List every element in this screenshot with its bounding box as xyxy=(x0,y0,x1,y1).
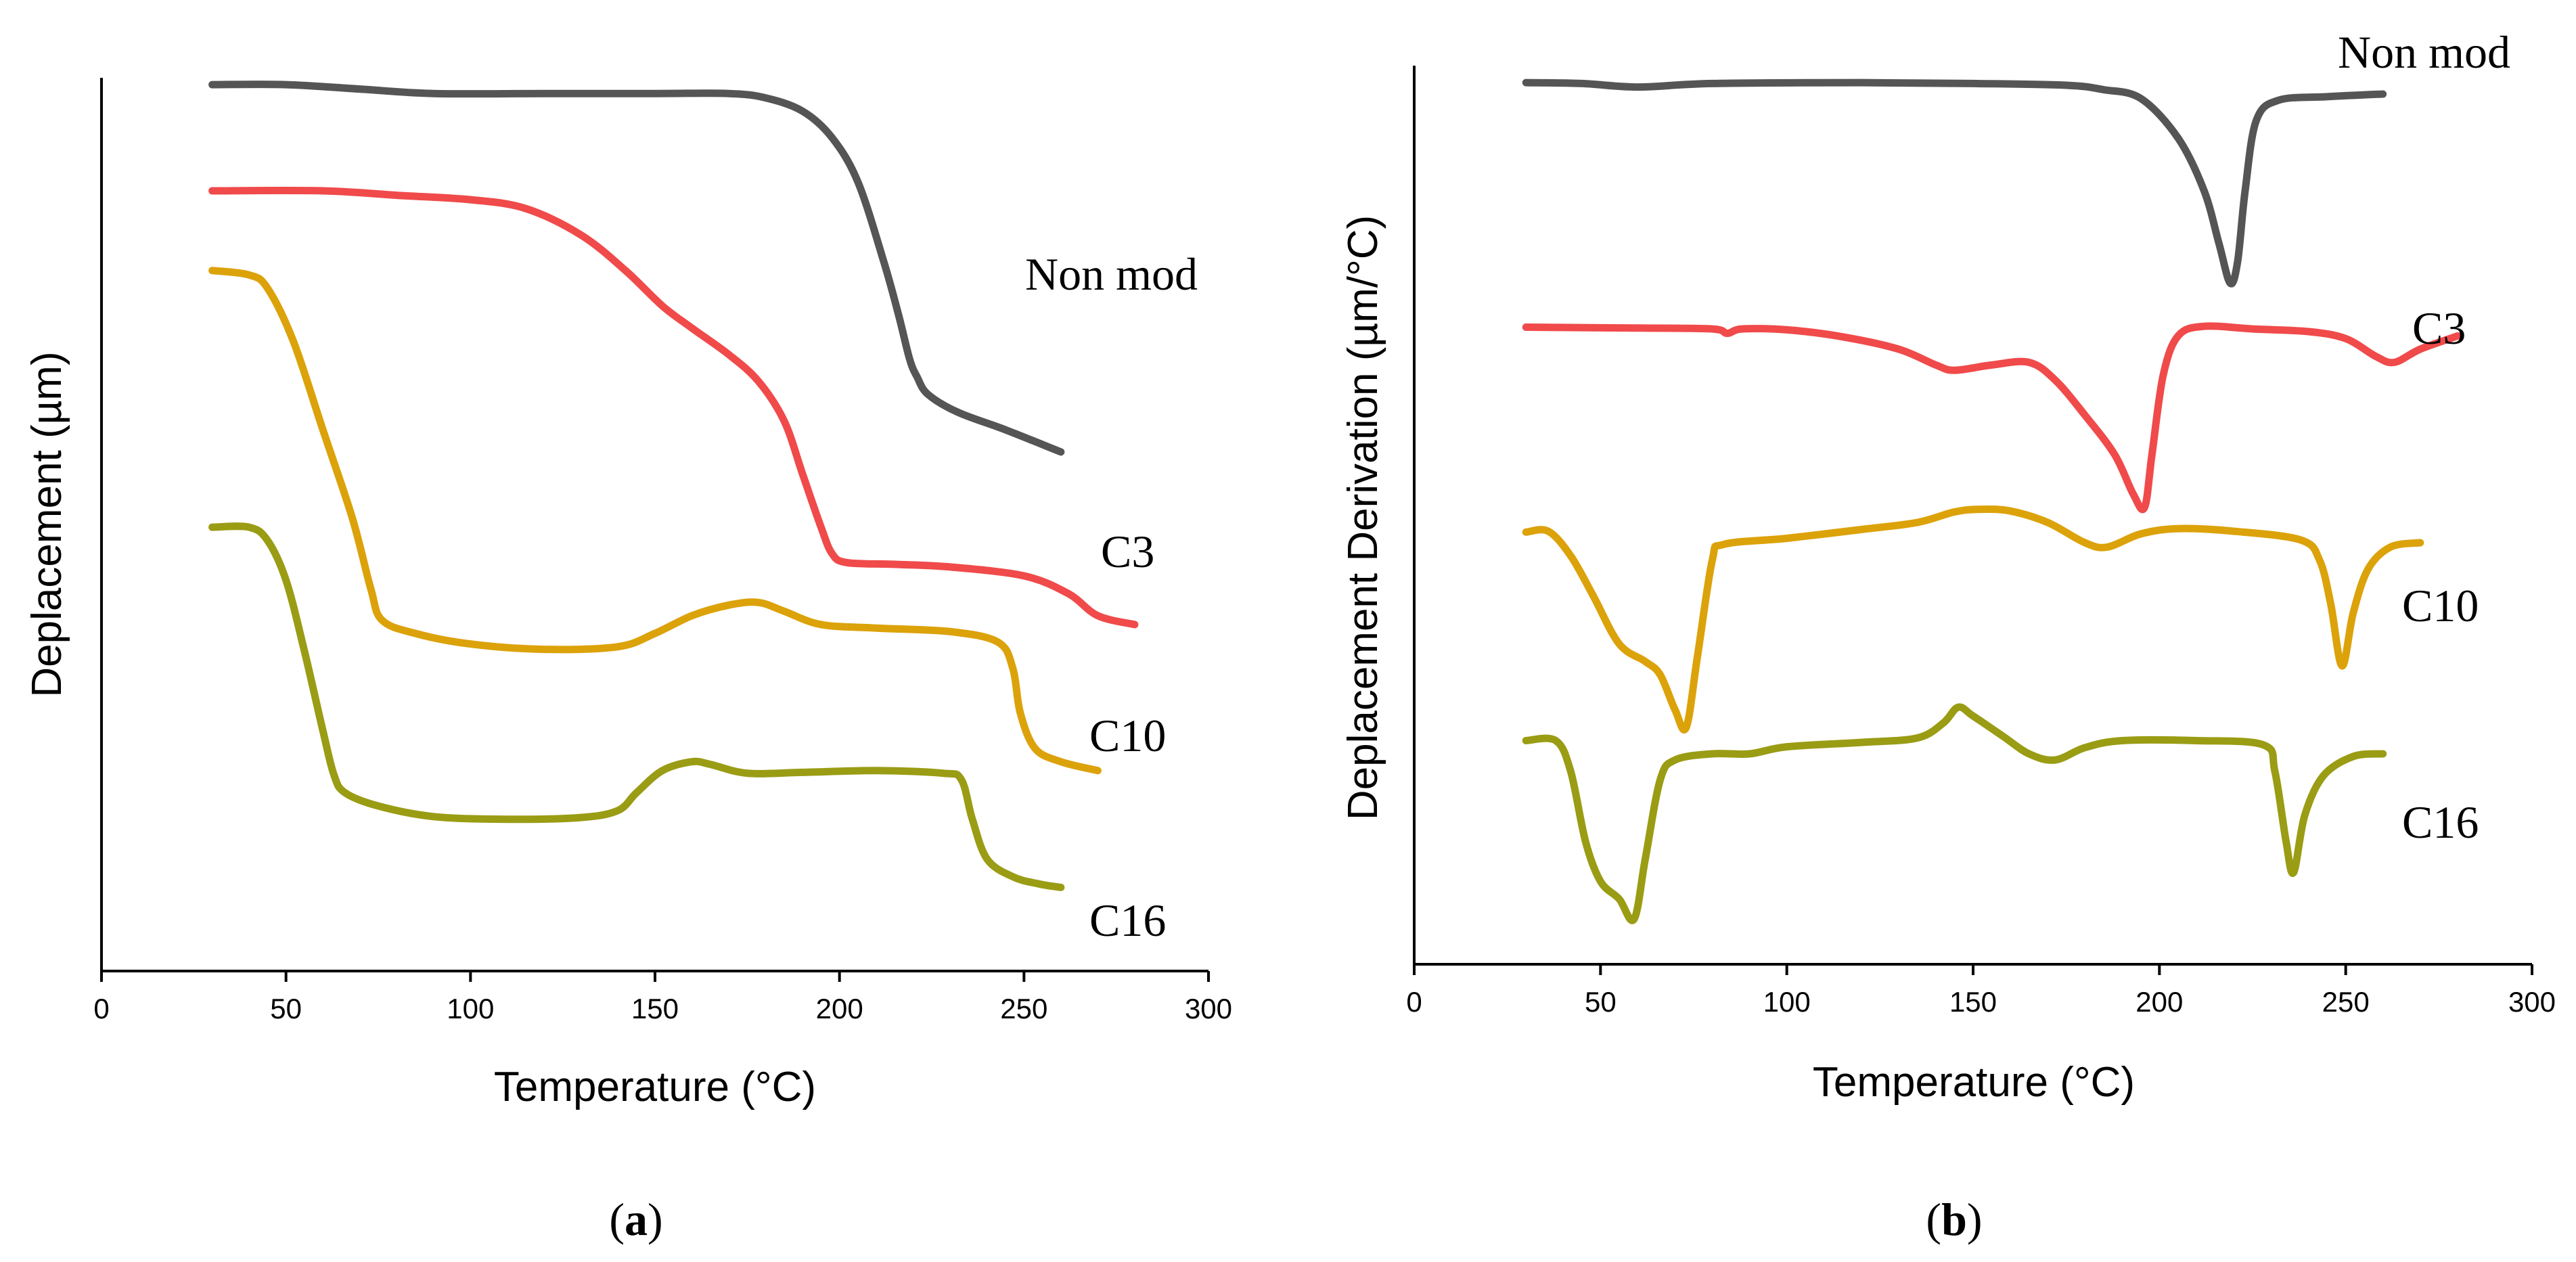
panel-a-caption-letter: a xyxy=(625,1194,648,1245)
panel-b-caption: (b) xyxy=(1926,1194,1982,1245)
panel-b-x-tick-label: 250 xyxy=(2322,986,2370,1018)
panel-a-x-tick-label: 250 xyxy=(1000,993,1047,1024)
panel-a-series-c10 xyxy=(208,267,1102,775)
panel-b-series-non-mod xyxy=(1522,78,2387,288)
panel-b-x-tick-label: 150 xyxy=(1949,986,1997,1018)
panel-a-x-tick-label: 300 xyxy=(1185,993,1232,1024)
panel-a-x-tick-label: 150 xyxy=(631,993,679,1024)
panel-b-label-c10: C10 xyxy=(2402,580,2479,631)
panel-a-x-tick-label: 0 xyxy=(93,993,109,1024)
panel-b-x-tick-label: 0 xyxy=(1406,986,1422,1018)
panel-b-x-axis-title: Temperature (°C) xyxy=(1813,1059,2135,1106)
panel-b-x-ticks: 0 50 100 150 200 250 300 xyxy=(1406,964,2556,1018)
panel-b-x-tick-label: 100 xyxy=(1763,986,1811,1018)
panel-a-y-axis-title: Deplacement (µm) xyxy=(24,351,70,697)
panel-b-series-c10 xyxy=(1522,505,2424,734)
panel-b-caption-letter: b xyxy=(1941,1194,1967,1245)
panel-b-caption-open: ( xyxy=(1926,1194,1941,1245)
panel-b-series-c16 xyxy=(1522,703,2387,924)
panel-a-series-non-mod xyxy=(208,81,1065,456)
panel-a-series-group xyxy=(208,81,1139,891)
panel-a-label-non-mod: Non mod xyxy=(1025,248,1198,300)
panel-a-x-tick-label: 50 xyxy=(270,993,302,1024)
panel-b-series-c3 xyxy=(1522,322,2462,514)
panel-a-series-c16 xyxy=(208,522,1065,891)
panel-b-caption-close: ) xyxy=(1967,1194,1983,1245)
panel-b-x-tick-label: 200 xyxy=(2136,986,2183,1018)
panel-a-x-tick-label: 200 xyxy=(816,993,863,1024)
panel-a-chart: 0 50 100 150 200 250 300 Temperature (°C) Depl… xyxy=(24,78,1232,1245)
panel-a-x-ticks: 0 50 100 150 200 250 300 xyxy=(93,971,1232,1024)
panel-b-chart: 0 50 100 150 200 250 300 Temperature (°C) Depl… xyxy=(1340,26,2556,1245)
panel-a-caption: (a) xyxy=(609,1194,662,1245)
panel-a-series-c3 xyxy=(208,187,1139,629)
panel-a-label-c10: C10 xyxy=(1089,710,1166,761)
panel-a-x-tick-label: 100 xyxy=(447,993,494,1024)
panel-b-x-tick-label: 300 xyxy=(2508,986,2556,1018)
panel-b-label-c16: C16 xyxy=(2402,796,2479,848)
panel-a-caption-close: ) xyxy=(648,1194,663,1245)
panel-a-caption-open: ( xyxy=(609,1194,625,1245)
panel-a-label-c16: C16 xyxy=(1089,895,1166,946)
panel-a-label-c3: C3 xyxy=(1101,526,1154,577)
panel-a-x-axis-title: Temperature (°C) xyxy=(494,1064,816,1110)
panel-b-label-c3: C3 xyxy=(2412,302,2466,354)
panel-b-label-non-mod: Non mod xyxy=(2338,26,2510,78)
panel-b-x-tick-label: 50 xyxy=(1585,986,1617,1018)
panel-b-series-group xyxy=(1522,78,2462,924)
panel-b-y-axis-title: Deplacement Derivation (µm/°C) xyxy=(1340,215,1386,820)
